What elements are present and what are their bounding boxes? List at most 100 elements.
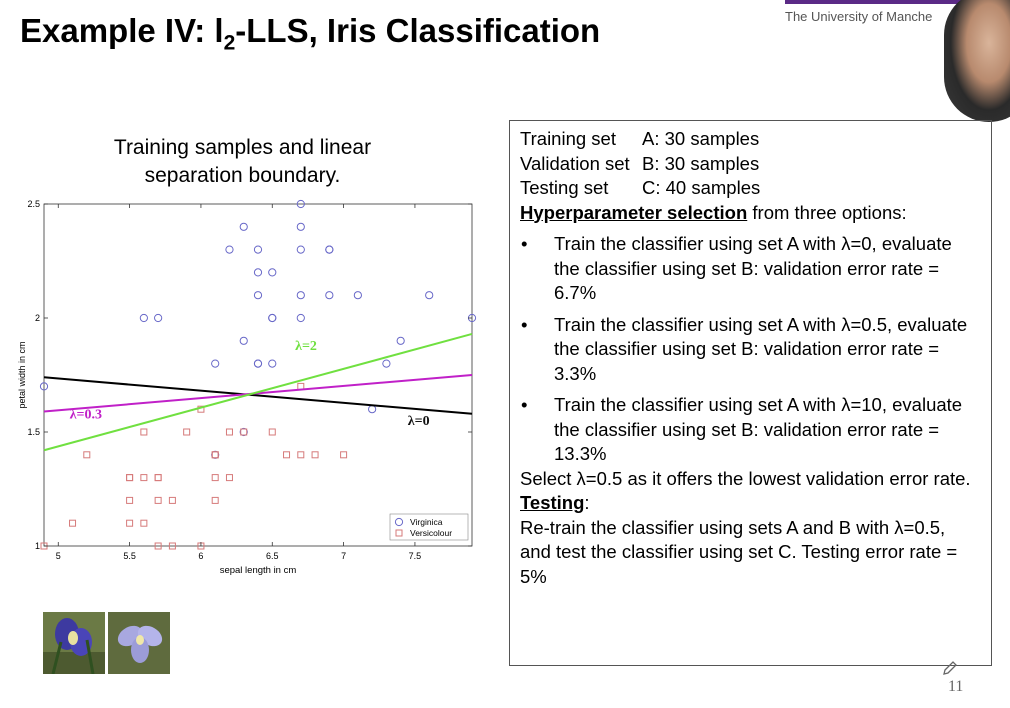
virginica-point xyxy=(382,359,391,368)
versicolour-point xyxy=(154,474,162,482)
virginica-point xyxy=(396,336,405,345)
university-name: The University of Manche xyxy=(785,9,933,24)
versicolour-point xyxy=(211,474,219,482)
virginica-point xyxy=(268,268,277,277)
versicolour-point xyxy=(340,451,348,459)
legend-versicolour-marker xyxy=(395,529,403,537)
virginica-point xyxy=(296,245,305,254)
versicolour-point xyxy=(283,451,291,459)
legend-virginica-label: Virginica xyxy=(410,517,443,527)
virginica-point xyxy=(425,291,434,300)
virginica-point xyxy=(225,245,234,254)
option-item: • Train the classifier using set A with λ… xyxy=(520,313,981,387)
iris-photo-virginica xyxy=(43,612,105,674)
versicolour-point xyxy=(140,428,148,436)
virginica-point xyxy=(239,222,248,231)
virginica-point xyxy=(39,382,49,391)
dataset-size: B: 30 samples xyxy=(642,152,760,174)
virginica-point xyxy=(325,245,334,254)
versicolour-point xyxy=(268,428,276,436)
option-item: • Train the classifier using set A with λ… xyxy=(520,232,981,306)
option-text: Train the classifier using set A with λ=… xyxy=(554,394,963,464)
y-tick-label: 2.5 xyxy=(27,199,40,209)
virginica-point xyxy=(296,291,305,300)
versicolour-point xyxy=(183,428,191,436)
x-axis-label: sepal length in cm xyxy=(220,565,297,576)
testing-heading: Testing: xyxy=(520,492,590,513)
y-tick-label: 2 xyxy=(35,313,40,323)
selection-text: Select λ=0.5 as it offers the lowest val… xyxy=(520,467,971,489)
x-tick-label: 7 xyxy=(341,551,346,561)
virginica-point xyxy=(253,359,263,368)
option-text: Train the classifier using set A with λ=… xyxy=(554,313,968,384)
virginica-point xyxy=(296,313,305,323)
virginica-point xyxy=(211,450,220,459)
versicolour-point xyxy=(211,496,219,504)
option-text: Train the classifier using set A with λ=… xyxy=(554,233,952,303)
iris-photo-versicolour xyxy=(108,612,170,674)
versicolour-point xyxy=(126,474,134,482)
virginica-point xyxy=(296,199,305,209)
dataset-line: Validation set B: 30 samples xyxy=(520,152,981,177)
dataset-name: Training set xyxy=(520,128,616,149)
x-tick-label: 6.5 xyxy=(266,551,279,561)
versicolour-point xyxy=(240,428,248,436)
versicolour-point xyxy=(168,496,176,504)
x-tick-label: 5 xyxy=(56,551,61,561)
virginica-point xyxy=(239,336,248,345)
virginica-point xyxy=(211,359,220,368)
versicolour-point xyxy=(140,474,148,482)
university-bar xyxy=(785,0,1010,4)
x-tick-label: 7.5 xyxy=(409,551,422,561)
versicolour-point xyxy=(225,428,233,436)
boundary-line xyxy=(43,376,473,415)
virginica-point xyxy=(268,359,277,368)
virginica-point xyxy=(268,313,277,323)
boundary-line xyxy=(43,374,473,413)
virginica-point xyxy=(353,291,362,300)
pen-icon[interactable] xyxy=(942,660,958,676)
y-axis-label: petal width in cm xyxy=(17,341,27,408)
legend-virginica-marker xyxy=(394,517,404,527)
versicolour-point xyxy=(126,519,134,527)
chart-title: Training samples and linear separation b… xyxy=(113,136,372,187)
testing-text: Re-train the classifier using sets A and… xyxy=(520,516,958,587)
slide-title: Example IV: l2-LLS, Iris Classification xyxy=(20,12,601,55)
versicolour-point xyxy=(225,474,233,482)
virginica-point xyxy=(239,427,248,437)
bullet-icon: • xyxy=(521,394,528,415)
dataset-line: Training set A: 30 samples xyxy=(520,127,981,152)
virginica-point xyxy=(154,313,163,323)
y-tick-label: 1.5 xyxy=(27,427,40,437)
virginica-point xyxy=(253,268,263,277)
virginica-point xyxy=(253,245,263,254)
dataset-line: Testing set C: 40 samples xyxy=(520,176,981,201)
legend-versicolour-label: Versicolour xyxy=(410,528,452,538)
virginica-point xyxy=(253,291,263,300)
versicolour-point xyxy=(211,451,219,459)
versicolour-point xyxy=(311,451,319,459)
option-item: • Train the classifier using set A with λ… xyxy=(520,393,981,467)
bullet-icon: • xyxy=(521,313,528,335)
versicolour-point xyxy=(83,451,91,459)
presenter-video xyxy=(944,0,1010,122)
option-list: • Train the classifier using set A with λ… xyxy=(520,232,981,467)
versicolour-point xyxy=(126,496,134,504)
dataset-name: Testing set xyxy=(520,177,609,198)
versicolour-point xyxy=(154,542,162,550)
virginica-point xyxy=(325,291,334,300)
versicolour-point xyxy=(69,519,77,527)
versicolour-point xyxy=(140,519,148,527)
boundary-label: λ=0.3 xyxy=(70,407,102,422)
boundary-line xyxy=(43,332,473,452)
dataset-size: A: 30 samples xyxy=(642,128,760,149)
page-number: 11 xyxy=(948,678,964,695)
boundary-label: λ=0 xyxy=(408,414,430,429)
x-tick-label: 6 xyxy=(198,551,203,561)
scatter-plot: λ=0 λ=0.3 λ=2 5 5.5 6 6.5 7 7.5 1 1.5 2 2.5 sepal le… xyxy=(17,199,477,576)
dataset-size: C: 40 samples xyxy=(642,177,761,198)
boundary-label: λ=2 xyxy=(295,339,317,354)
dataset-name: Validation set xyxy=(520,152,630,174)
virginica-point xyxy=(139,313,148,323)
